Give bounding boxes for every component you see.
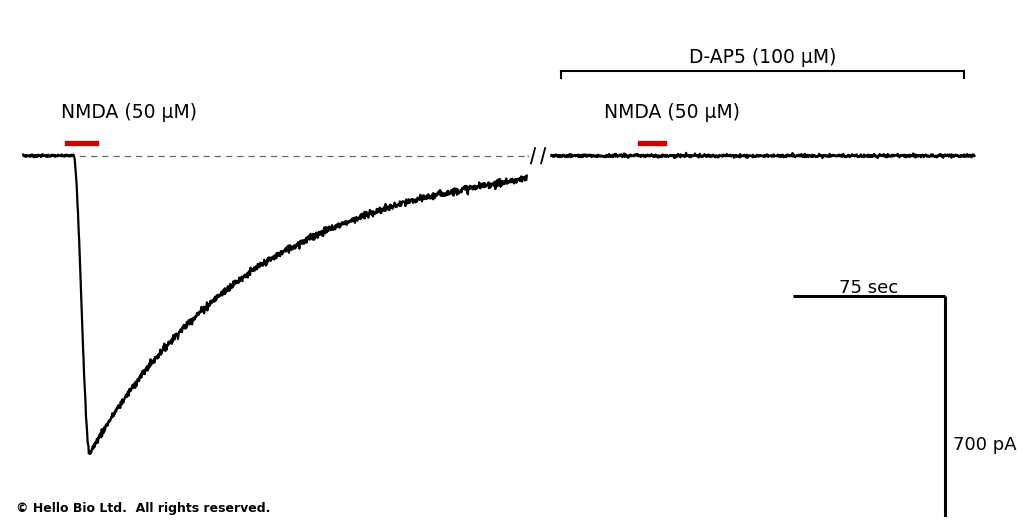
Text: NMDA (50 μM): NMDA (50 μM): [61, 103, 198, 122]
Text: NMDA (50 μM): NMDA (50 μM): [603, 103, 740, 122]
Text: D-AP5 (100 μM): D-AP5 (100 μM): [689, 48, 836, 67]
Text: © Hello Bio Ltd.  All rights reserved.: © Hello Bio Ltd. All rights reserved.: [16, 501, 270, 515]
Text: 75 sec: 75 sec: [839, 279, 898, 297]
Text: 700 pA: 700 pA: [952, 436, 1016, 454]
